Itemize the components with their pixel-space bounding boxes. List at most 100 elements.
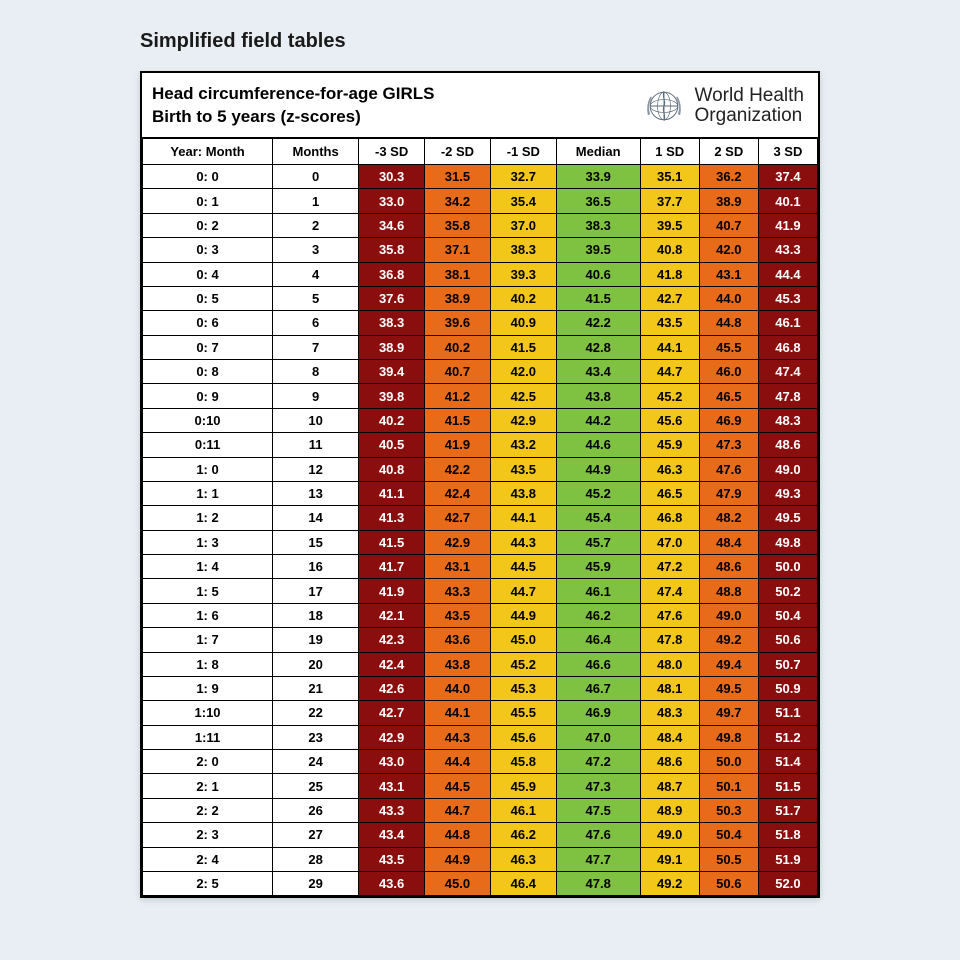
cell-pos3sd: 45.3 — [758, 286, 817, 310]
cell-pos3sd: 40.1 — [758, 189, 817, 213]
cell-year-month: 2: 1 — [143, 774, 273, 798]
page-heading: Simplified field tables — [140, 30, 820, 53]
cell-median: 47.8 — [556, 871, 640, 895]
col-pos2sd: 2 SD — [699, 139, 758, 165]
cell-pos1sd: 48.6 — [640, 750, 699, 774]
cell-months: 1 — [273, 189, 359, 213]
cell-neg1sd: 40.2 — [490, 286, 556, 310]
cell-neg1sd: 45.8 — [490, 750, 556, 774]
cell-neg1sd: 46.4 — [490, 871, 556, 895]
cell-median: 46.1 — [556, 579, 640, 603]
cell-pos2sd: 48.8 — [699, 579, 758, 603]
cell-pos1sd: 49.1 — [640, 847, 699, 871]
cell-neg1sd: 45.3 — [490, 676, 556, 700]
cell-neg2sd: 43.6 — [425, 628, 491, 652]
cell-year-month: 2: 0 — [143, 750, 273, 774]
table-row: 2: 32743.444.846.247.649.050.451.8 — [143, 823, 818, 847]
cell-neg2sd: 41.2 — [425, 384, 491, 408]
cell-neg2sd: 42.4 — [425, 481, 491, 505]
cell-pos2sd: 46.5 — [699, 384, 758, 408]
cell-pos2sd: 47.6 — [699, 457, 758, 481]
table-card: Head circumference-for-age GIRLS Birth t… — [140, 71, 820, 898]
cell-pos1sd: 48.9 — [640, 798, 699, 822]
col-neg3sd: -3 SD — [359, 139, 425, 165]
cell-neg3sd: 40.2 — [359, 408, 425, 432]
cell-neg2sd: 41.5 — [425, 408, 491, 432]
cell-pos3sd: 44.4 — [758, 262, 817, 286]
cell-median: 41.5 — [556, 286, 640, 310]
cell-pos3sd: 50.6 — [758, 628, 817, 652]
cell-year-month: 0: 9 — [143, 384, 273, 408]
cell-median: 33.9 — [556, 165, 640, 189]
cell-year-month: 0: 3 — [143, 238, 273, 262]
org-line-2: Organization — [695, 106, 804, 126]
cell-neg2sd: 34.2 — [425, 189, 491, 213]
cell-neg3sd: 42.7 — [359, 701, 425, 725]
col-pos3sd: 3 SD — [758, 139, 817, 165]
cell-pos2sd: 44.0 — [699, 286, 758, 310]
cell-pos2sd: 47.9 — [699, 481, 758, 505]
cell-neg2sd: 44.9 — [425, 847, 491, 871]
cell-neg1sd: 39.3 — [490, 262, 556, 286]
cell-neg3sd: 42.3 — [359, 628, 425, 652]
cell-neg1sd: 45.0 — [490, 628, 556, 652]
cell-median: 43.4 — [556, 360, 640, 384]
cell-neg1sd: 43.2 — [490, 433, 556, 457]
cell-pos1sd: 40.8 — [640, 238, 699, 262]
cell-pos1sd: 46.5 — [640, 481, 699, 505]
cell-neg2sd: 40.7 — [425, 360, 491, 384]
cell-year-month: 0: 4 — [143, 262, 273, 286]
cell-pos1sd: 41.8 — [640, 262, 699, 286]
cell-neg3sd: 40.5 — [359, 433, 425, 457]
cell-neg1sd: 46.1 — [490, 798, 556, 822]
cell-year-month: 0: 0 — [143, 165, 273, 189]
cell-pos2sd: 50.6 — [699, 871, 758, 895]
cell-neg1sd: 45.5 — [490, 701, 556, 725]
cell-median: 44.2 — [556, 408, 640, 432]
cell-pos1sd: 44.1 — [640, 335, 699, 359]
cell-neg1sd: 45.9 — [490, 774, 556, 798]
cell-pos3sd: 50.4 — [758, 603, 817, 627]
table-row: 0: 8839.440.742.043.444.746.047.4 — [143, 360, 818, 384]
cell-pos3sd: 41.9 — [758, 213, 817, 237]
cell-pos3sd: 50.2 — [758, 579, 817, 603]
cell-neg3sd: 35.8 — [359, 238, 425, 262]
cell-months: 0 — [273, 165, 359, 189]
cell-pos2sd: 48.2 — [699, 506, 758, 530]
cell-neg2sd: 41.9 — [425, 433, 491, 457]
cell-neg2sd: 35.8 — [425, 213, 491, 237]
cell-pos2sd: 49.8 — [699, 725, 758, 749]
table-row: 2: 42843.544.946.347.749.150.551.9 — [143, 847, 818, 871]
cell-neg3sd: 40.8 — [359, 457, 425, 481]
who-branding: World Health Organization — [641, 83, 804, 129]
table-row: 1: 61842.143.544.946.247.649.050.4 — [143, 603, 818, 627]
cell-pos3sd: 52.0 — [758, 871, 817, 895]
cell-pos1sd: 48.4 — [640, 725, 699, 749]
cell-median: 42.2 — [556, 311, 640, 335]
cell-year-month: 0:10 — [143, 408, 273, 432]
cell-neg1sd: 40.9 — [490, 311, 556, 335]
cell-neg2sd: 37.1 — [425, 238, 491, 262]
cell-neg3sd: 43.5 — [359, 847, 425, 871]
cell-pos1sd: 46.3 — [640, 457, 699, 481]
cell-year-month: 1: 4 — [143, 555, 273, 579]
table-row: 1:112342.944.345.647.048.449.851.2 — [143, 725, 818, 749]
title-line-2: Birth to 5 years (z-scores) — [152, 106, 434, 129]
cell-pos2sd: 50.1 — [699, 774, 758, 798]
cell-neg1sd: 43.5 — [490, 457, 556, 481]
cell-neg1sd: 42.0 — [490, 360, 556, 384]
cell-pos2sd: 50.3 — [699, 798, 758, 822]
table-row: 0:101040.241.542.944.245.646.948.3 — [143, 408, 818, 432]
cell-pos1sd: 37.7 — [640, 189, 699, 213]
table-row: 1: 82042.443.845.246.648.049.450.7 — [143, 652, 818, 676]
cell-pos1sd: 49.2 — [640, 871, 699, 895]
cell-neg2sd: 44.1 — [425, 701, 491, 725]
cell-neg2sd: 38.1 — [425, 262, 491, 286]
cell-neg3sd: 43.0 — [359, 750, 425, 774]
cell-pos3sd: 47.4 — [758, 360, 817, 384]
cell-months: 10 — [273, 408, 359, 432]
cell-pos3sd: 48.3 — [758, 408, 817, 432]
cell-year-month: 2: 4 — [143, 847, 273, 871]
col-neg2sd: -2 SD — [425, 139, 491, 165]
cell-months: 8 — [273, 360, 359, 384]
